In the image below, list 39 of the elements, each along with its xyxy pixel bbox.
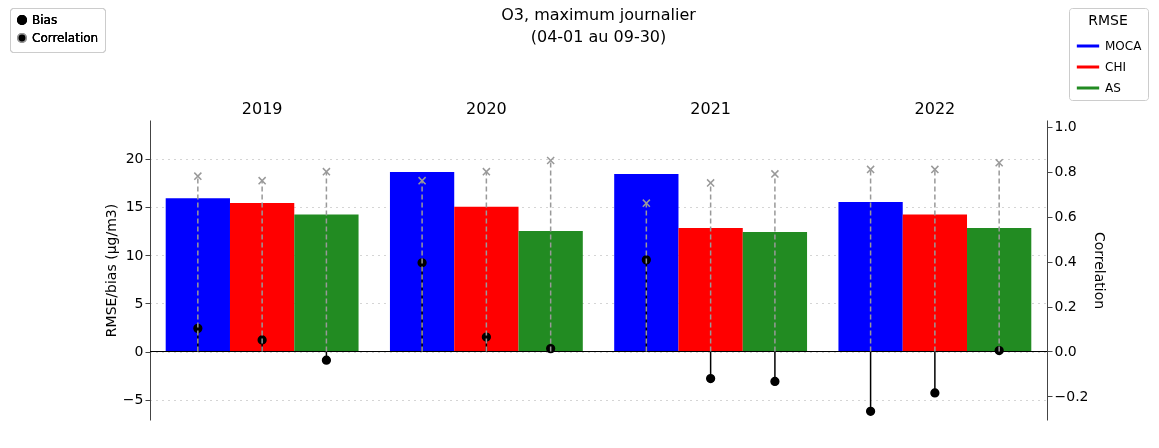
bar <box>389 172 455 352</box>
chart-title: O3, maximum journalier <box>501 5 697 24</box>
y-tick-label: 0 <box>134 343 144 360</box>
bar <box>614 174 679 352</box>
x-tick-label: 2022 <box>914 98 956 118</box>
x-tick-label: 2020 <box>466 98 507 118</box>
bar <box>678 228 743 352</box>
bar <box>294 214 359 352</box>
y2-tick-label: 0.6 <box>1054 208 1077 225</box>
y2-tick-label: 0.0 <box>1054 342 1077 359</box>
y-tick-label: 5 <box>134 294 144 311</box>
legend-label: AS <box>1105 81 1121 95</box>
legend-label: Correlation <box>32 31 99 45</box>
y-tick-label: 15 <box>125 198 144 215</box>
bar <box>518 230 583 352</box>
bar <box>454 206 519 352</box>
y-tick-label: 10 <box>125 246 144 263</box>
chart-subtitle: (04-01 au 09-30) <box>530 27 667 46</box>
y2-tick-label: 1.0 <box>1054 118 1077 135</box>
y2-tick-label: 0.8 <box>1054 163 1077 180</box>
y-tick-label: 20 <box>125 150 144 167</box>
legend-label: MOCA <box>1105 39 1143 53</box>
y-axis-title: RMSE/bias (μg/m3) <box>102 203 119 338</box>
bar <box>967 228 1032 352</box>
y-tick-label: −5 <box>122 391 144 408</box>
bar <box>902 214 968 352</box>
x-tick-label: 2021 <box>690 98 731 118</box>
bar <box>838 201 903 352</box>
y2-tick-label: 0.4 <box>1054 253 1077 270</box>
legend-label: CHI <box>1105 60 1126 74</box>
legend-label: Bias <box>32 13 58 27</box>
bar <box>229 202 295 352</box>
y2-tick-label: 0.2 <box>1054 298 1077 315</box>
y2-tick-label: −0.2 <box>1054 387 1089 404</box>
bar <box>742 231 808 352</box>
bar <box>165 198 230 352</box>
y2-axis-title: Correlation <box>1092 231 1109 310</box>
legend-title: RMSE <box>1088 12 1128 28</box>
x-tick-label: 2019 <box>241 98 283 118</box>
